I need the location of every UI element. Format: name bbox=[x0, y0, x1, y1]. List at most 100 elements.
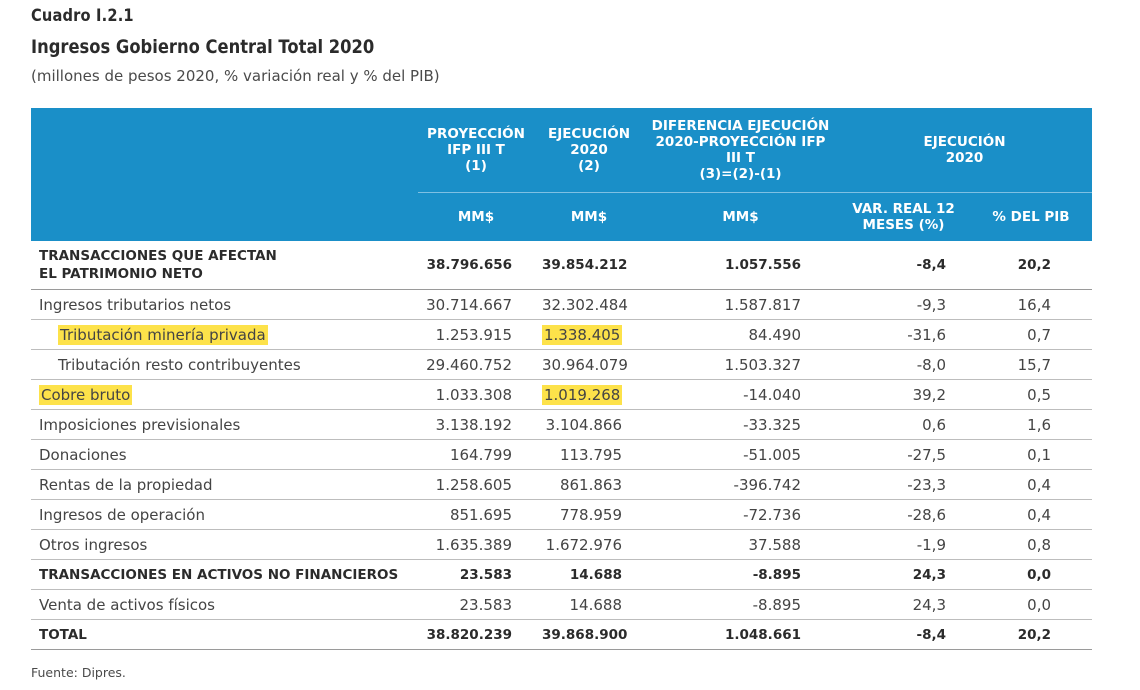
highlighted-label: Tributación minería privada bbox=[58, 324, 268, 345]
cell-pct-pib: 15,7 bbox=[970, 349, 1093, 380]
table-row: Cobre bruto 1.033.308 1.019.268 -14.040 … bbox=[31, 379, 1093, 410]
cell-var-real: -8,4 bbox=[837, 619, 970, 650]
table-row-total: TOTAL 38.820.239 39.868.900 1.048.661 -8… bbox=[31, 619, 1093, 650]
cell-proyeccion: 23.583 bbox=[418, 589, 534, 620]
table-row: Tributación resto contribuyentes 29.460.… bbox=[31, 349, 1093, 380]
cell-pct-pib: 20,2 bbox=[970, 619, 1093, 650]
cell-pct-pib: 16,4 bbox=[970, 289, 1093, 320]
table-subtitle: (millones de pesos 2020, % variación rea… bbox=[31, 67, 440, 85]
table-row: TRANSACCIONES EN ACTIVOS NO FINANCIEROS … bbox=[31, 559, 1093, 590]
cell-diferencia: 1.503.327 bbox=[644, 349, 837, 380]
cell-proyeccion: 38.796.656 bbox=[418, 241, 534, 290]
unit-diferencia: MM$ bbox=[644, 192, 837, 241]
table-number: Cuadro I.2.1 bbox=[31, 6, 134, 26]
cell-pct-pib: 0,0 bbox=[970, 589, 1093, 620]
header-diferencia: DIFERENCIA EJECUCIÓN 2020-PROYECCIÓN IFP… bbox=[644, 108, 837, 193]
unit-var-real: VAR. REAL 12 MESES (%) bbox=[837, 192, 970, 241]
row-label: Otros ingresos bbox=[31, 529, 418, 560]
cell-var-real: 24,3 bbox=[837, 589, 970, 620]
cell-diferencia: -8.895 bbox=[644, 559, 837, 590]
cell-proyeccion: 38.820.239 bbox=[418, 619, 534, 650]
table-title: Ingresos Gobierno Central Total 2020 bbox=[31, 36, 375, 58]
cell-diferencia: -72.736 bbox=[644, 499, 837, 530]
cell-proyeccion: 851.695 bbox=[418, 499, 534, 530]
cell-pct-pib: 0,4 bbox=[970, 469, 1093, 500]
table-row: Otros ingresos 1.635.389 1.672.976 37.58… bbox=[31, 529, 1093, 560]
cell-diferencia: 1.587.817 bbox=[644, 289, 837, 320]
cell-ejecucion: 14.688 bbox=[534, 589, 644, 620]
row-label: TRANSACCIONES QUE AFECTAN EL PATRIMONIO N… bbox=[31, 241, 418, 290]
cell-proyeccion: 164.799 bbox=[418, 439, 534, 470]
row-label: Tributación resto contribuyentes bbox=[31, 349, 418, 380]
cell-proyeccion: 23.583 bbox=[418, 559, 534, 590]
cell-var-real: -1,9 bbox=[837, 529, 970, 560]
cell-var-real: 39,2 bbox=[837, 379, 970, 410]
cell-ejecucion: 1.672.976 bbox=[534, 529, 644, 560]
cell-diferencia: 1.057.556 bbox=[644, 241, 837, 290]
cell-pct-pib: 0,5 bbox=[970, 379, 1093, 410]
cell-pct-pib: 0,1 bbox=[970, 439, 1093, 470]
cell-diferencia: -14.040 bbox=[644, 379, 837, 410]
cell-var-real: 24,3 bbox=[837, 559, 970, 590]
row-label: TRANSACCIONES EN ACTIVOS NO FINANCIEROS bbox=[31, 559, 418, 590]
cell-var-real: 0,6 bbox=[837, 409, 970, 440]
header-proyeccion: PROYECCIÓN IFP III T (1) bbox=[418, 108, 534, 193]
cell-ejecucion: 14.688 bbox=[534, 559, 644, 590]
table-row: Imposiciones previsionales 3.138.192 3.1… bbox=[31, 409, 1093, 440]
cell-var-real: -8,4 bbox=[837, 241, 970, 290]
cell-var-real: -23,3 bbox=[837, 469, 970, 500]
cell-pct-pib: 0,8 bbox=[970, 529, 1093, 560]
row-label: Donaciones bbox=[31, 439, 418, 470]
cell-pct-pib: 0,7 bbox=[970, 319, 1093, 350]
cell-proyeccion: 29.460.752 bbox=[418, 349, 534, 380]
unit-ejecucion: MM$ bbox=[534, 192, 644, 241]
table-row: Donaciones 164.799 113.795 -51.005 -27,5… bbox=[31, 439, 1093, 470]
cell-ejecucion: 1.338.405 bbox=[534, 319, 644, 350]
cell-diferencia: -51.005 bbox=[644, 439, 837, 470]
source-note: Fuente: Dipres. bbox=[31, 665, 126, 680]
row-label: Imposiciones previsionales bbox=[31, 409, 418, 440]
cell-proyeccion: 1.253.915 bbox=[418, 319, 534, 350]
cell-var-real: -27,5 bbox=[837, 439, 970, 470]
header-blank-cell bbox=[31, 108, 418, 241]
cell-var-real: -8,0 bbox=[837, 349, 970, 380]
cell-diferencia: -396.742 bbox=[644, 469, 837, 500]
row-label: Cobre bruto bbox=[31, 379, 418, 410]
row-label: Ingresos tributarios netos bbox=[31, 289, 418, 320]
table-row: TRANSACCIONES QUE AFECTAN EL PATRIMONIO N… bbox=[31, 241, 1093, 290]
unit-pct-pib: % DEL PIB bbox=[970, 192, 1093, 241]
header-ejecucion: EJECUCIÓN 2020 (2) bbox=[534, 108, 644, 193]
cell-ejecucion: 113.795 bbox=[534, 439, 644, 470]
row-label: Tributación minería privada bbox=[31, 319, 418, 350]
row-label: TOTAL bbox=[31, 619, 418, 650]
cell-proyeccion: 1.033.308 bbox=[418, 379, 534, 410]
cell-ejecucion: 861.863 bbox=[534, 469, 644, 500]
cell-pct-pib: 20,2 bbox=[970, 241, 1093, 290]
cell-ejecucion: 39.854.212 bbox=[534, 241, 644, 290]
table-row: Tributación minería privada 1.253.915 1.… bbox=[31, 319, 1093, 350]
cell-diferencia: 37.588 bbox=[644, 529, 837, 560]
cell-pct-pib: 0,4 bbox=[970, 499, 1093, 530]
cell-var-real: -31,6 bbox=[837, 319, 970, 350]
cell-diferencia: -33.325 bbox=[644, 409, 837, 440]
cell-proyeccion: 3.138.192 bbox=[418, 409, 534, 440]
highlighted-value: 1.019.268 bbox=[542, 384, 623, 405]
cell-ejecucion: 3.104.866 bbox=[534, 409, 644, 440]
cell-ejecucion: 32.302.484 bbox=[534, 289, 644, 320]
table-row: Rentas de la propiedad 1.258.605 861.863… bbox=[31, 469, 1093, 500]
cell-var-real: -9,3 bbox=[837, 289, 970, 320]
cell-pct-pib: 0,0 bbox=[970, 559, 1093, 590]
table-row: Ingresos tributarios netos 30.714.667 32… bbox=[31, 289, 1093, 320]
cell-ejecucion: 778.959 bbox=[534, 499, 644, 530]
cell-ejecucion: 39.868.900 bbox=[534, 619, 644, 650]
cell-pct-pib: 1,6 bbox=[970, 409, 1093, 440]
revenue-table: PROYECCIÓN IFP III T (1) EJECUCIÓN 2020 … bbox=[31, 108, 1093, 650]
cell-diferencia: 84.490 bbox=[644, 319, 837, 350]
header-ejecucion-2020-group: EJECUCIÓN 2020 bbox=[837, 108, 1093, 193]
highlighted-label: Cobre bruto bbox=[39, 384, 133, 405]
row-label: Venta de activos físicos bbox=[31, 589, 418, 620]
table-row: Venta de activos físicos 23.583 14.688 -… bbox=[31, 589, 1093, 620]
table-row: Ingresos de operación 851.695 778.959 -7… bbox=[31, 499, 1093, 530]
unit-proyeccion: MM$ bbox=[418, 192, 534, 241]
cell-proyeccion: 30.714.667 bbox=[418, 289, 534, 320]
